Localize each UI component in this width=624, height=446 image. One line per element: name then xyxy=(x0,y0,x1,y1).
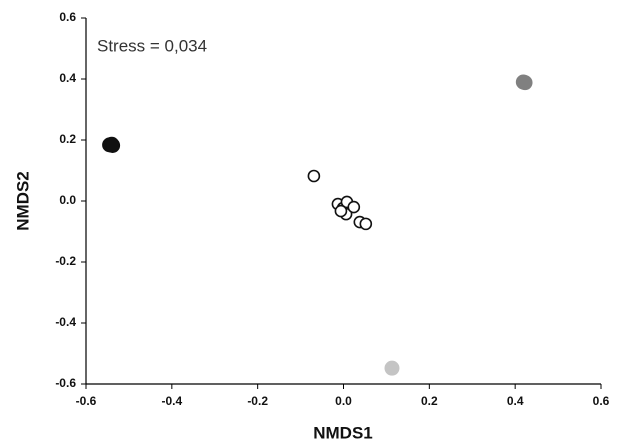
y-axis-title: NMDS2 xyxy=(13,171,32,231)
x-tick-label: -0.2 xyxy=(247,394,268,408)
y-tick-label: -0.2 xyxy=(55,254,76,268)
x-tick-label: 0.6 xyxy=(593,394,610,408)
y-tick-label: 0.2 xyxy=(59,132,76,146)
x-tick-label: 0.4 xyxy=(507,394,524,408)
y-tick-label: 0.0 xyxy=(59,193,76,207)
point xyxy=(347,200,361,214)
point xyxy=(105,137,121,153)
y-tick-label: 0.6 xyxy=(59,10,76,24)
y-tick-label: -0.6 xyxy=(55,376,76,390)
x-tick-label: -0.4 xyxy=(161,394,182,408)
annotation: Stress = 0,034 xyxy=(97,36,207,55)
x-axis-title: NMDS1 xyxy=(313,423,373,442)
point xyxy=(307,169,321,183)
x-tick-label: -0.6 xyxy=(76,394,97,408)
point xyxy=(384,360,400,376)
x-tick-label: 0.2 xyxy=(421,394,438,408)
y-tick-label: -0.4 xyxy=(55,315,76,329)
point xyxy=(359,217,373,231)
x-tick-label: 0.0 xyxy=(335,394,352,408)
y-tick-label: 0.4 xyxy=(59,71,76,85)
point xyxy=(517,75,533,91)
point xyxy=(334,204,348,218)
